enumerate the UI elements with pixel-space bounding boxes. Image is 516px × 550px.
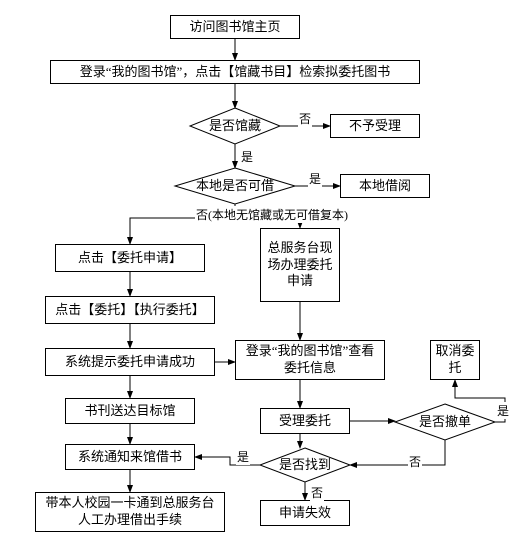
node-label-n14: 带本人校园一卡通到总服务台人工办理借出手续 (40, 495, 220, 529)
node-label-d4: 是否找到 (260, 448, 350, 482)
node-label-n11: 书刊送达目标馆 (84, 403, 175, 420)
node-label-n1: 访问图书馆主页 (189, 19, 280, 36)
node-label-n3: 不予受理 (349, 118, 401, 135)
node-n7: 点击【委托】【执行委托】 (45, 296, 215, 324)
node-n6: 总服务台现场办理委托申请 (260, 228, 340, 302)
node-n10: 取消委托 (430, 340, 480, 380)
node-n1: 访问图书馆主页 (170, 15, 300, 39)
edge-e16 (350, 440, 445, 465)
edge-label-e3: 否 (298, 110, 312, 127)
node-d1: 是否馆藏 (190, 108, 280, 144)
node-label-d1: 是否馆藏 (190, 108, 280, 144)
node-label-n15: 申请失效 (279, 505, 331, 522)
node-n13: 系统通知来馆借书 (65, 444, 195, 470)
node-n15: 申请失效 (260, 500, 350, 526)
node-d3: 是否撤单 (395, 404, 495, 440)
node-label-n4: 本地借阅 (359, 178, 411, 195)
edge-label-e15: 是 (496, 402, 510, 419)
node-label-d2: 本地是否可借 (175, 168, 295, 204)
node-n14: 带本人校园一卡通到总服务台人工办理借出手续 (35, 492, 225, 532)
edge-label-e16: 否 (408, 453, 422, 470)
node-n3: 不予受理 (330, 114, 420, 138)
node-n5: 点击【委托申请】 (55, 244, 205, 272)
node-label-n6: 总服务台现场办理委托申请 (265, 240, 335, 291)
node-label-n10: 取消委托 (435, 343, 475, 377)
node-n2: 登录“我的图书馆”，点击【馆藏书目】检索拟委托图书 (50, 60, 420, 84)
node-n8: 系统提示委托申请成功 (45, 348, 215, 376)
node-label-n12: 受理委托 (279, 413, 331, 430)
node-label-n8: 系统提示委托申请成功 (65, 354, 195, 371)
node-n11: 书刊送达目标馆 (65, 398, 195, 424)
node-n12: 受理委托 (260, 408, 350, 434)
node-label-d3: 是否撤单 (395, 404, 495, 440)
node-n4: 本地借阅 (340, 174, 430, 198)
edge-label-e5: 是 (308, 170, 322, 187)
edge-label-e6: 否(本地无馆藏或无可借复本) (195, 206, 349, 223)
node-d2: 本地是否可借 (175, 168, 295, 204)
node-label-n7: 点击【委托】【执行委托】 (55, 302, 205, 319)
edge-label-e20: 否 (310, 484, 324, 501)
node-label-n2: 登录“我的图书馆”，点击【馆藏书目】检索拟委托图书 (80, 64, 391, 81)
edge-label-e4: 是 (240, 148, 254, 165)
node-label-n13: 系统通知来馆借书 (78, 449, 182, 466)
edge-e19 (195, 457, 260, 465)
flowchart-canvas: 访问图书馆主页登录“我的图书馆”，点击【馆藏书目】检索拟委托图书是否馆藏 不予受理… (0, 0, 516, 550)
node-label-n9: 登录“我的图书馆”查看委托信息 (240, 343, 380, 377)
node-n9: 登录“我的图书馆”查看委托信息 (235, 340, 385, 380)
node-label-n5: 点击【委托申请】 (78, 250, 182, 267)
edge-label-e19: 是 (236, 448, 250, 465)
node-d4: 是否找到 (260, 448, 350, 482)
